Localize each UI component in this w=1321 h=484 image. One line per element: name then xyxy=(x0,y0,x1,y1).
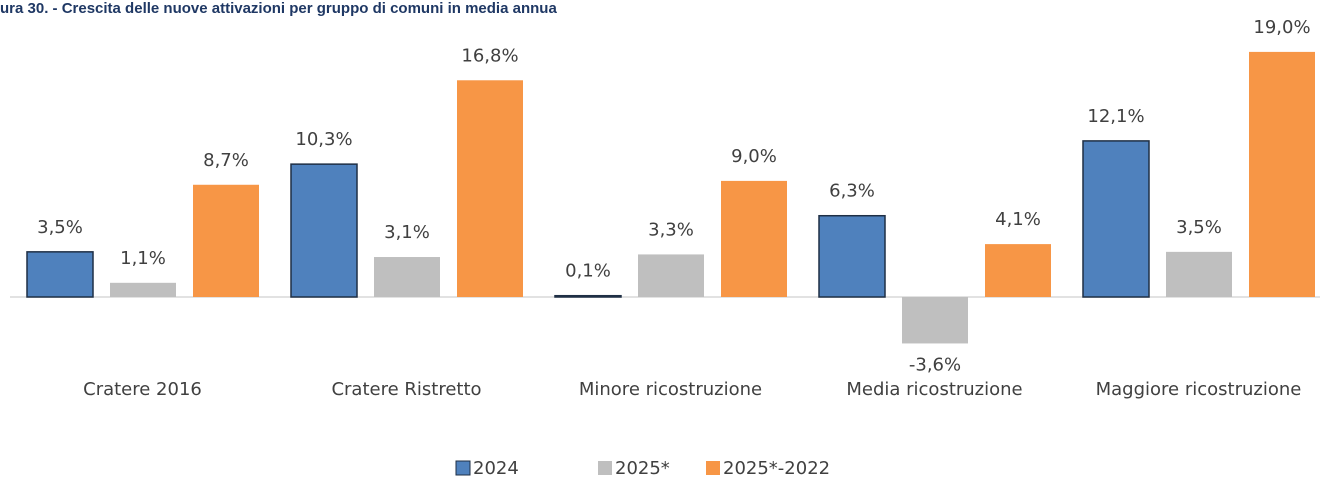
legend-swatch xyxy=(455,460,471,476)
bar xyxy=(193,184,259,297)
legend-swatch xyxy=(706,461,720,475)
bar xyxy=(818,214,886,298)
bar xyxy=(110,282,176,297)
data-label: 16,8% xyxy=(461,45,518,66)
bar xyxy=(638,254,704,297)
legend-label: 2025* xyxy=(615,458,670,479)
x-tick-label: Minore ricostruzione xyxy=(578,379,763,400)
bar xyxy=(554,294,622,298)
bar xyxy=(26,251,94,298)
bar xyxy=(902,297,968,344)
bar xyxy=(1082,140,1150,298)
data-label: 8,7% xyxy=(203,150,249,171)
bar xyxy=(1249,51,1315,298)
legend-label: 2025*-2022 xyxy=(723,458,830,479)
data-label: 12,1% xyxy=(1087,106,1144,127)
bar xyxy=(374,257,440,297)
data-label: 19,0% xyxy=(1253,17,1310,38)
x-tick-label: Cratere 2016 xyxy=(83,379,202,400)
x-tick-label: Cratere Ristretto xyxy=(331,379,482,400)
data-label: 3,3% xyxy=(648,219,694,240)
bar xyxy=(985,244,1051,297)
data-label: 4,1% xyxy=(995,209,1041,230)
x-tick-label: Media ricostruzione xyxy=(846,379,1023,400)
data-label: 6,3% xyxy=(829,181,875,202)
x-tick-label: Maggiore ricostruzione xyxy=(1095,379,1302,400)
data-label: -3,6% xyxy=(909,354,961,375)
bar xyxy=(290,163,358,298)
data-label: 3,5% xyxy=(37,217,83,238)
bar xyxy=(721,180,787,297)
data-label: 3,5% xyxy=(1176,217,1222,238)
data-label: 9,0% xyxy=(731,146,777,167)
data-label: 3,1% xyxy=(384,222,430,243)
bar xyxy=(1166,251,1232,297)
legend-swatch xyxy=(598,461,612,475)
data-label: 0,1% xyxy=(565,261,611,282)
legend-label: 2024 xyxy=(473,458,519,479)
data-label: 10,3% xyxy=(295,129,352,150)
bar xyxy=(457,80,523,297)
data-label: 1,1% xyxy=(120,248,166,269)
chart-title: ura 30. - Crescita delle nuove attivazio… xyxy=(0,0,557,17)
